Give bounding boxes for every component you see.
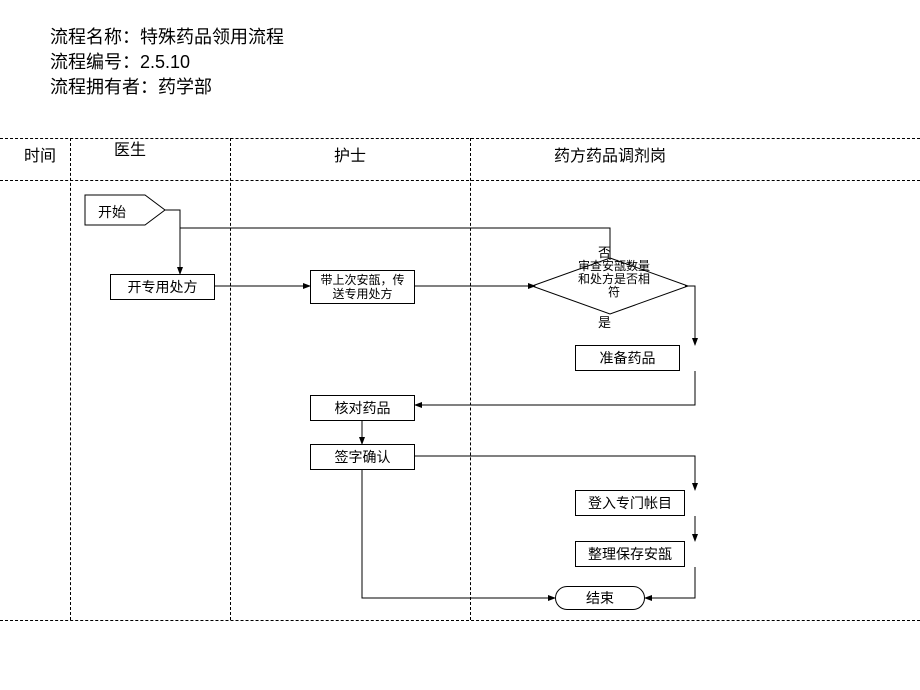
grid-line xyxy=(230,138,231,620)
connector-sign-to-end xyxy=(362,470,555,598)
flow-owner: 流程拥有者：药学部 xyxy=(50,75,284,100)
lane-doctor: 医生 xyxy=(110,142,150,160)
grid-line xyxy=(70,138,71,620)
prescribe-node: 开专用处方 xyxy=(110,274,215,300)
label-no: 否 xyxy=(598,242,611,261)
start-node: 开始 xyxy=(98,202,126,222)
connector-prepare-to-check xyxy=(415,371,695,405)
grid-line xyxy=(0,180,920,181)
connector-start-down xyxy=(165,210,180,240)
connector-decision-no-back xyxy=(180,228,610,260)
lane-nurse: 护士 xyxy=(330,142,370,166)
store-node: 整理保存安瓿 xyxy=(575,541,685,567)
prepare-node: 准备药品 xyxy=(575,345,680,371)
sign-node: 签字确认 xyxy=(310,444,415,470)
end-node: 结束 xyxy=(555,586,645,610)
connector-decision-yes-to-prepare xyxy=(685,286,695,345)
grid-line xyxy=(470,138,471,620)
flow-number: 流程编号：2.5.10 xyxy=(50,50,284,75)
decision-node: 审查安瓿数量和处方是否相符 xyxy=(578,260,650,300)
label-yes: 是 xyxy=(598,312,611,331)
grid-line xyxy=(0,620,920,621)
lane-time: 时间 xyxy=(20,142,60,166)
grid-line xyxy=(0,138,920,139)
flowchart-svg xyxy=(0,0,920,690)
lane-pharmacy: 药方药品调剂岗 xyxy=(510,142,710,166)
check-node: 核对药品 xyxy=(310,395,415,421)
connector-store-to-end xyxy=(645,567,695,598)
register-node: 登入专门帐目 xyxy=(575,490,685,516)
deliver-node: 带上次安瓿，传送专用处方 xyxy=(310,270,415,304)
connector-sign-branch-right xyxy=(415,456,695,490)
flow-name: 流程名称：特殊药品领用流程 xyxy=(50,25,284,50)
flowchart-header: 流程名称：特殊药品领用流程 流程编号：2.5.10 流程拥有者：药学部 xyxy=(50,25,284,101)
